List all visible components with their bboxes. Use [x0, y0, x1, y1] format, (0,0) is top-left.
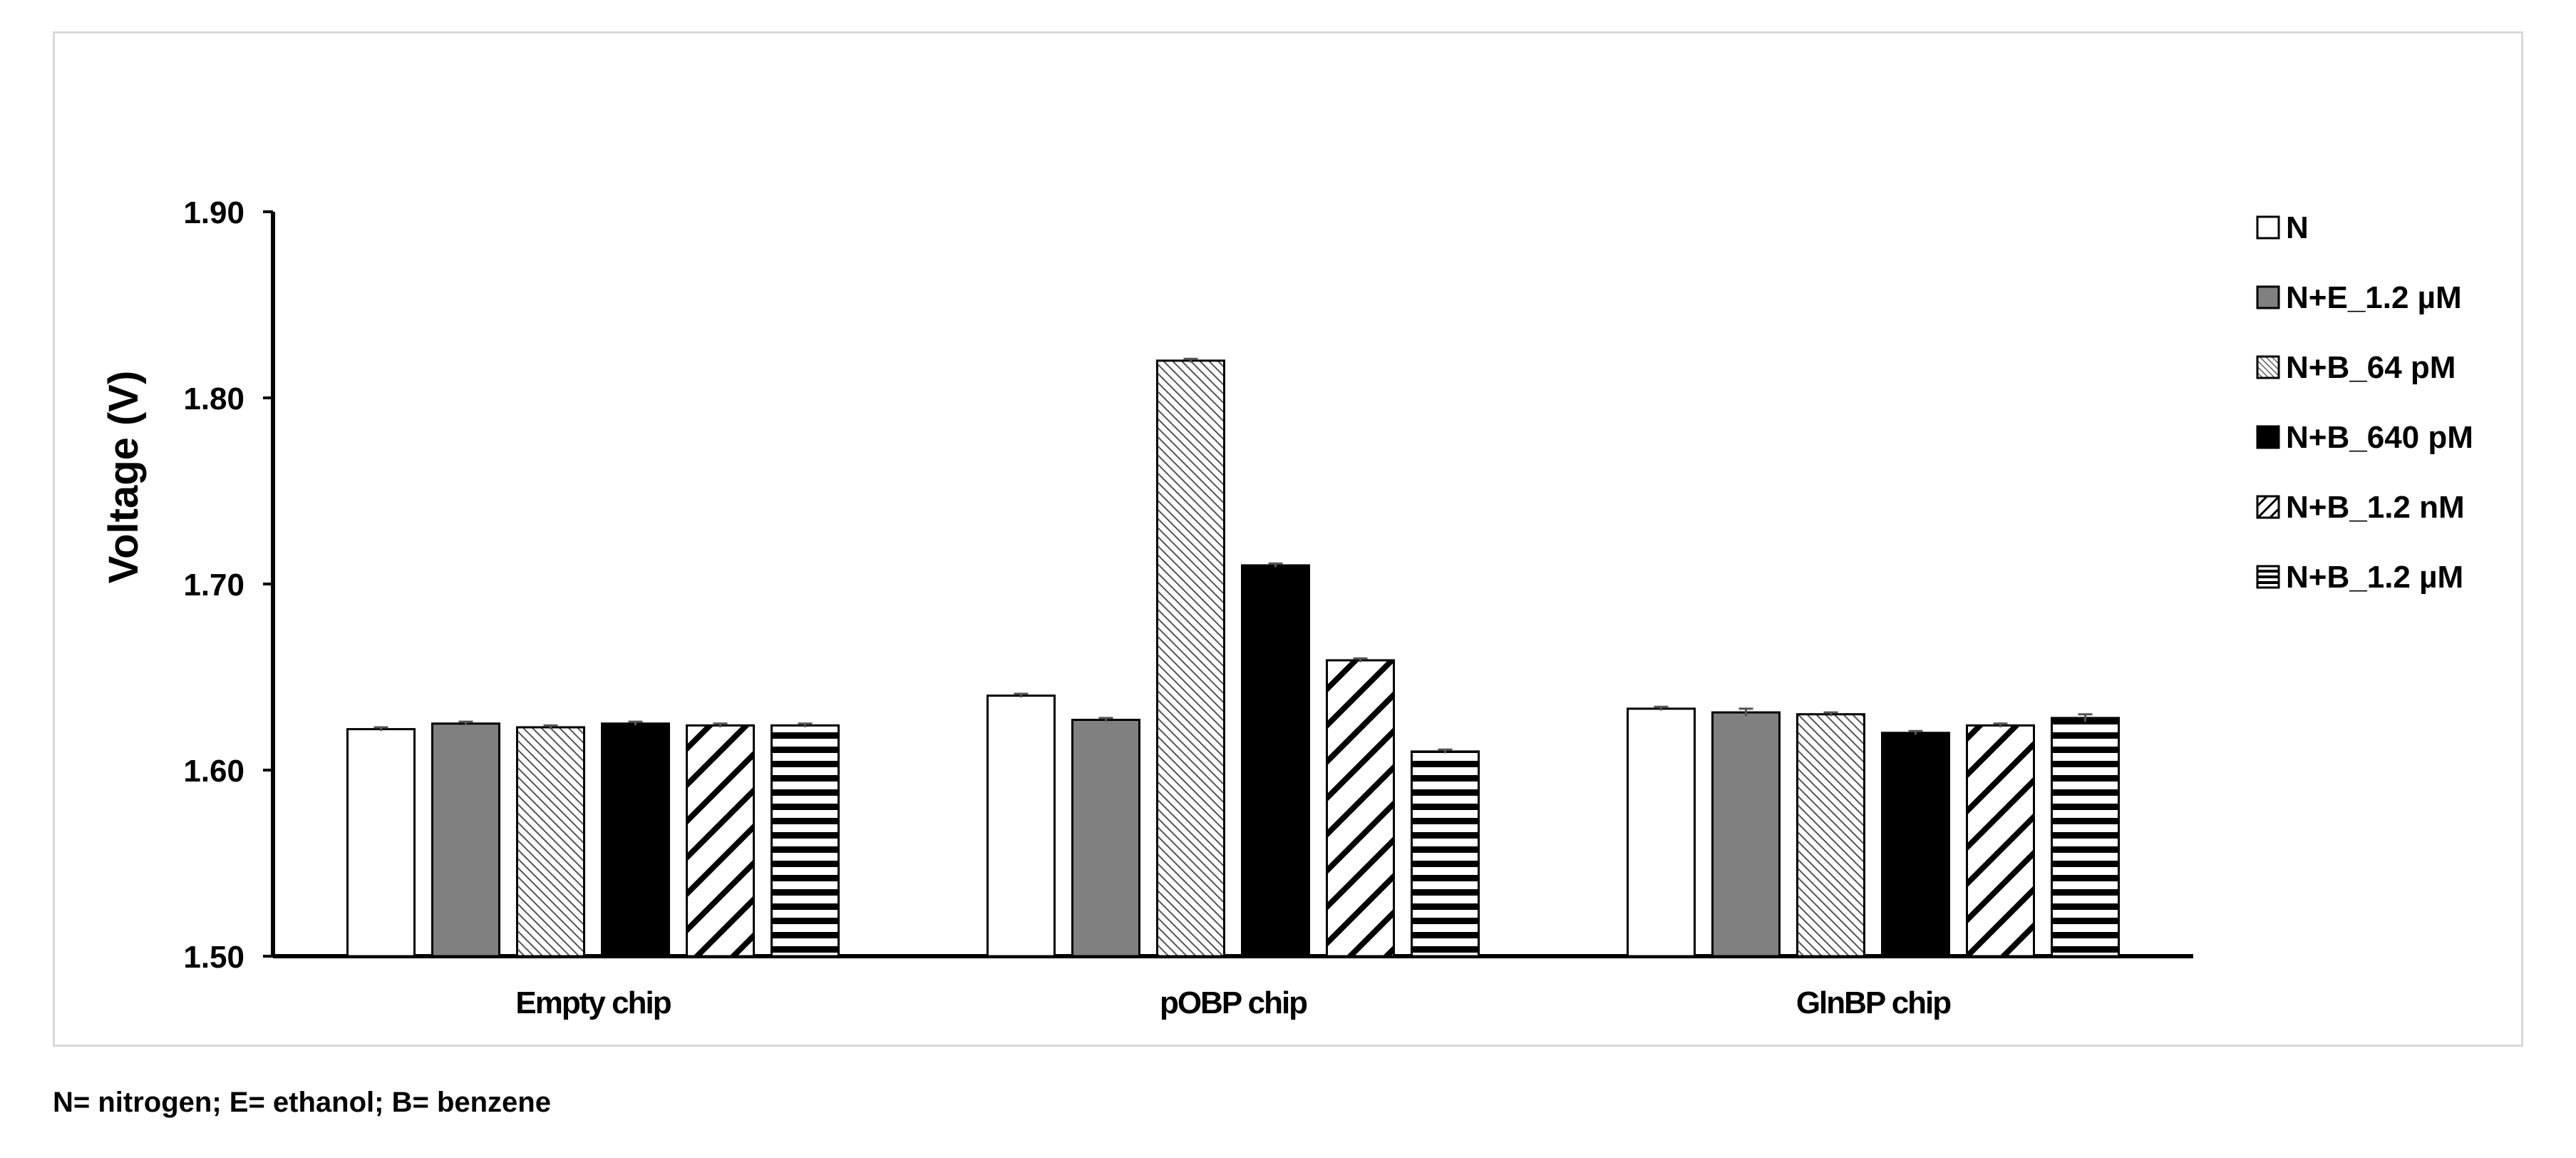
legend-label: N+B_640 pM: [2286, 420, 2473, 455]
y-tick-label: 1.90: [183, 195, 244, 230]
y-tick-label: 1.60: [183, 754, 244, 789]
bar-chart: 1.50 1.60 1.70 1.80 1.90 Empty chip pOBP chip…: [101, 195, 2473, 1020]
legend-label: N+B_1.2 nM: [2286, 490, 2465, 525]
x-category-label: pOBP chip: [1160, 985, 1307, 1020]
bar-n-b-640-pm-glnbp-chip: [1881, 732, 1950, 958]
x-category-label: Empty chip: [515, 985, 671, 1020]
y-tick-label: 1.70: [183, 568, 244, 603]
legend-label: N: [2286, 210, 2309, 245]
bar-n-b-1-2-m-empty-chip: [771, 724, 840, 958]
bar-n-e-1-2-m-glnbp-chip: [1711, 711, 1781, 958]
legend: N N+E_1.2 µM N+B_64 pM N+B_640 pM N+B_1.2 nM…: [2256, 210, 2473, 595]
bar-n-b-1-2-m-pobp-chip: [1411, 750, 1480, 958]
legend-label: N+B_1.2 µM: [2286, 560, 2463, 595]
bar-n-b-64-pm-glnbp-chip: [1796, 713, 1865, 958]
chart-frame: 1.50 1.60 1.70 1.80 1.90 Empty chip pOBP chip…: [53, 31, 2523, 1047]
bar-n-pobp-chip: [986, 695, 1056, 958]
legend-swatch: [2256, 425, 2280, 449]
x-category-label: GlnBP chip: [1796, 985, 1951, 1020]
legend-swatch: [2256, 285, 2280, 309]
legend-swatch: [2256, 215, 2280, 240]
bar-n-b-1-2-nm-glnbp-chip: [1966, 724, 2035, 958]
y-tick-label: 1.80: [183, 381, 244, 416]
bar-n-b-64-pm-empty-chip: [516, 726, 585, 958]
footnote: N= nitrogen; E= ethanol; B= benzene: [53, 1087, 551, 1118]
bar-n-b-640-pm-pobp-chip: [1241, 564, 1310, 958]
legend-label: N+E_1.2 µM: [2286, 280, 2462, 315]
y-ticks: 1.50 1.60 1.70 1.80 1.90: [183, 195, 273, 975]
bar-n-b-1-2-nm-pobp-chip: [1326, 659, 1395, 958]
bar-n-b-64-pm-pobp-chip: [1156, 359, 1225, 958]
bar-n-empty-chip: [346, 728, 416, 958]
legend-swatch: [2256, 495, 2280, 519]
bar-n-e-1-2-m-pobp-chip: [1071, 719, 1140, 958]
bar-n-b-1-2-nm-empty-chip: [686, 724, 755, 958]
y-tick-label: 1.50: [183, 940, 244, 975]
legend-swatch: [2256, 355, 2280, 379]
legend-label: N+B_64 pM: [2286, 350, 2456, 385]
bar-n-e-1-2-m-empty-chip: [431, 722, 500, 958]
y-axis-label: Voltage (V): [101, 371, 147, 584]
bar-n-glnbp-chip: [1627, 707, 1696, 958]
x-category-labels: Empty chip pOBP chip GlnBP chip: [515, 985, 1952, 1020]
legend-swatch: [2256, 565, 2280, 589]
bars: [346, 357, 2120, 958]
bar-n-b-640-pm-empty-chip: [601, 722, 670, 958]
bar-n-b-1-2-m-glnbp-chip: [2051, 717, 2120, 958]
